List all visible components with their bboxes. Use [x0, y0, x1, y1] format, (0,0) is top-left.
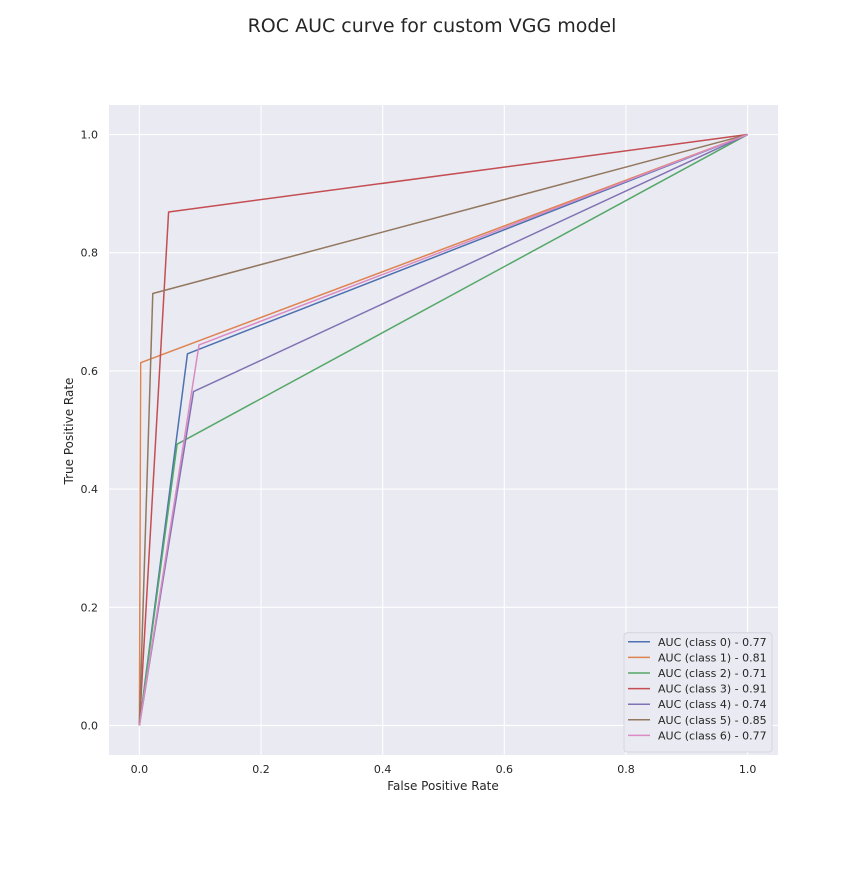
x-tick-label: 0.6 — [496, 763, 514, 776]
y-tick-label: 0.8 — [81, 247, 99, 260]
x-tick-label: 0.2 — [252, 763, 270, 776]
y-tick-label: 0.6 — [81, 365, 99, 378]
x-tick-label: 0.8 — [617, 763, 635, 776]
series-lines — [138, 133, 748, 726]
y-tick-label: 0.4 — [81, 483, 99, 496]
y-tick-label: 0.2 — [81, 601, 99, 614]
series-line-class-1 — [138, 133, 748, 726]
series-line-class-2 — [138, 133, 748, 726]
x-axis-label: False Positive Rate — [387, 779, 499, 793]
y-tick-label: 1.0 — [81, 129, 99, 142]
legend-label: AUC (class 5) - 0.85 — [658, 714, 767, 727]
legend-items: AUC (class 0) - 0.77 AUC (class 1) - 0.81… — [628, 636, 767, 742]
legend-label: AUC (class 1) - 0.81 — [658, 651, 767, 664]
series-line-class-5 — [138, 133, 748, 726]
legend: AUC (class 0) - 0.77 AUC (class 1) - 0.81… — [623, 632, 773, 753]
chart-title: ROC AUC curve for custom VGG model — [248, 15, 617, 37]
y-tick-labels: 0.0 0.2 0.4 0.6 0.8 1.0 — [81, 129, 99, 733]
x-tick-label: 0.0 — [131, 763, 149, 776]
series-line-class-3 — [138, 133, 748, 726]
legend-box — [623, 632, 773, 753]
y-axis-label: True Positive Rate — [62, 378, 76, 486]
legend-label: AUC (class 0) - 0.77 — [658, 636, 767, 649]
legend-label: AUC (class 4) - 0.74 — [658, 698, 767, 711]
grid-lines — [109, 105, 778, 755]
series-line-class-6 — [138, 133, 748, 726]
legend-label: AUC (class 6) - 0.77 — [658, 729, 767, 742]
legend-label: AUC (class 3) - 0.91 — [658, 683, 767, 696]
x-tick-label: 1.0 — [739, 763, 757, 776]
y-tick-label: 0.0 — [81, 719, 99, 732]
x-tick-labels: 0.0 0.2 0.4 0.6 0.8 1.0 — [131, 763, 757, 776]
x-tick-label: 0.4 — [374, 763, 392, 776]
legend-label: AUC (class 2) - 0.71 — [658, 667, 767, 680]
